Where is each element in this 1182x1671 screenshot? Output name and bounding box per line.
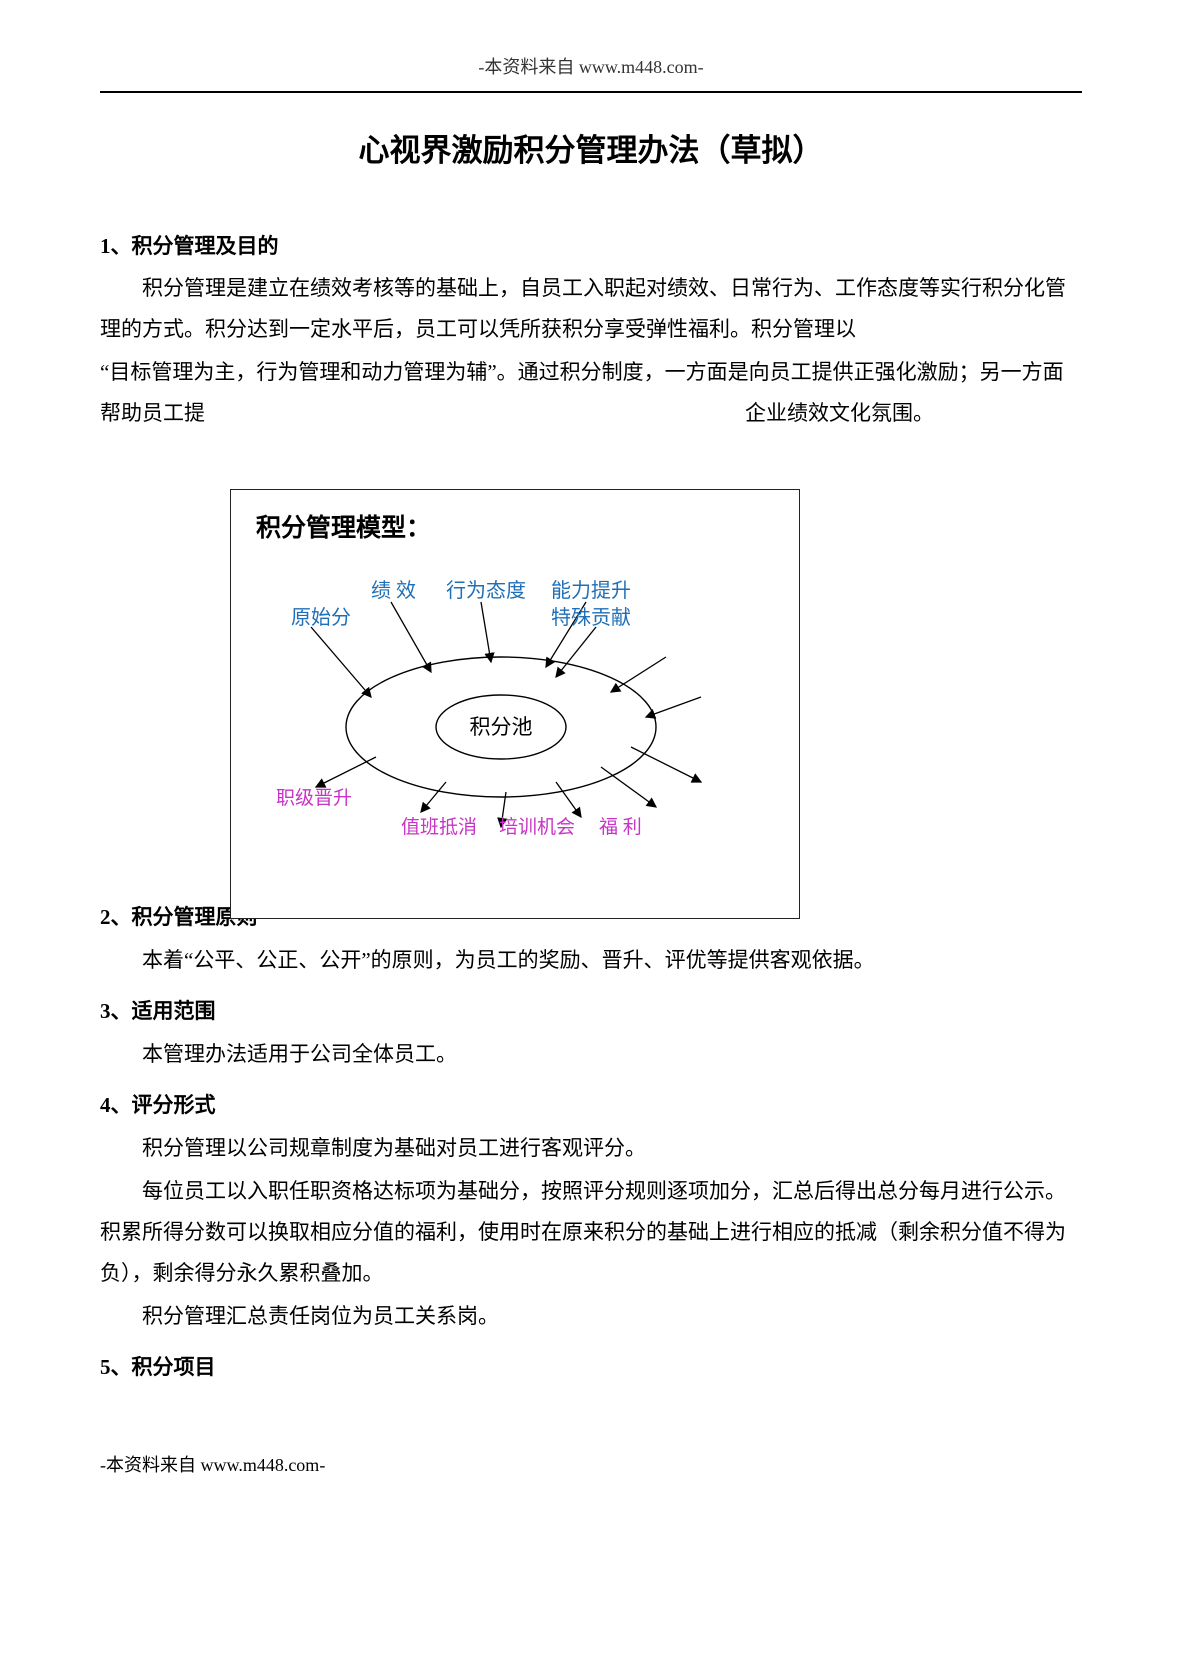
diagram-out-label-0: 职级晋升 <box>276 780 352 817</box>
section-3-para-1: 本管理办法适用于公司全体员工。 <box>100 1034 1082 1075</box>
diagram-in-label-1: 行为态度 <box>446 572 526 611</box>
diagram-out-label-2: 培训机会 <box>499 809 575 846</box>
section-3-heading: 3、适用范围 <box>100 991 1082 1032</box>
page-header: -本资料来自 www.m448.com- <box>100 50 1082 93</box>
section-4-heading: 4、评分形式 <box>100 1085 1082 1126</box>
diagram-in-label-4: 特殊贡献 <box>551 599 631 638</box>
section-4-para-1: 积分管理以公司规章制度为基础对员工进行客观评分。 <box>100 1128 1082 1169</box>
diagram-in-label-0: 绩 效 <box>371 572 416 611</box>
diagram-svg: 积分池 <box>231 490 801 920</box>
page-footer: -本资料来自 www.m448.com- <box>100 1448 1082 1483</box>
section-2-para-1: 本着“公平、公正、公开”的原则，为员工的奖励、晋升、评优等提供客观依据。 <box>100 940 1082 981</box>
content: 1、积分管理及目的 积分管理是建立在绩效考核等的基础上，自员工入职起对绩效、日常… <box>100 226 1082 1388</box>
section-1-para-1: 积分管理是建立在绩效考核等的基础上，自员工入职起对绩效、日常行为、工作态度等实行… <box>100 268 1082 350</box>
diagram-box: 积分管理模型： 积分池 绩 效行为态度能力提升原始分特殊贡献职级晋升值班抵消培训… <box>230 489 800 919</box>
section-1-para-2b: 企业绩效文化氛围。 <box>745 401 934 425</box>
document-title: 心视界激励积分管理办法（草拟） <box>100 121 1082 181</box>
section-1-heading: 1、积分管理及目的 <box>100 226 1082 267</box>
diagram-out-label-3: 福 利 <box>599 809 642 846</box>
section-1-para-2: “目标管理为主，行为管理和动力管理为辅”。通过积分制度，一方面是向员工提供正强化… <box>100 352 1082 434</box>
diagram-out-label-1: 值班抵消 <box>401 809 477 846</box>
section-4-para-3: 积分管理汇总责任岗位为员工关系岗。 <box>100 1296 1082 1337</box>
diagram-in-label-3: 原始分 <box>291 599 351 638</box>
diagram-center-label: 积分池 <box>470 715 533 739</box>
section-4-para-2: 每位员工以入职任职资格达标项为基础分，按照评分规则逐项加分，汇总后得出总分每月进… <box>100 1171 1082 1294</box>
section-5-heading: 5、积分项目 <box>100 1347 1082 1388</box>
